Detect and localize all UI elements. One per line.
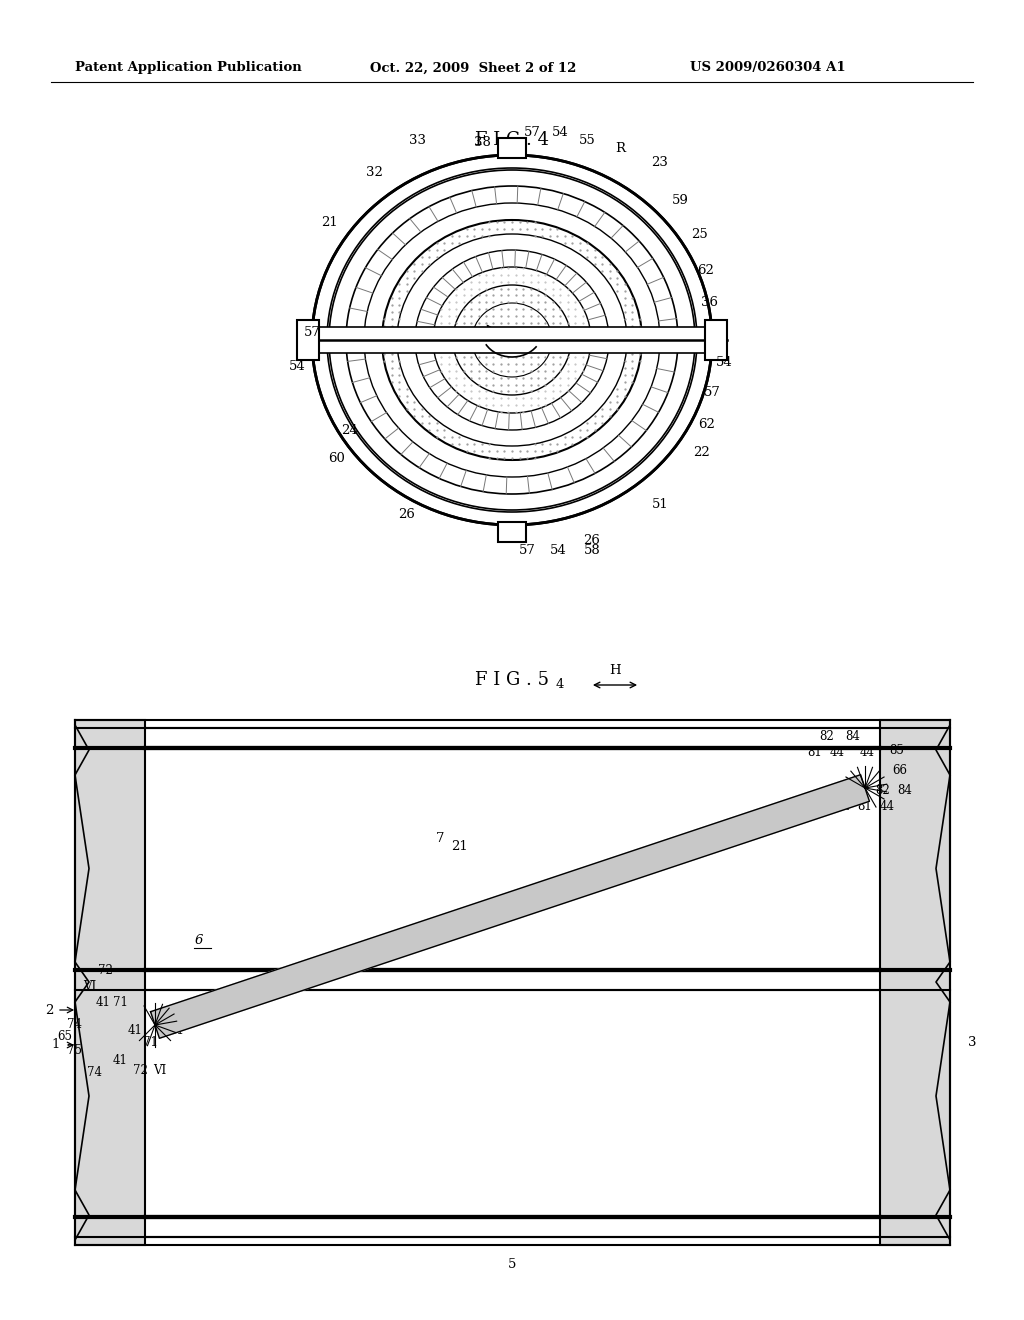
Text: 60: 60 — [329, 451, 345, 465]
Text: 81: 81 — [858, 800, 872, 813]
Text: 32: 32 — [836, 800, 851, 813]
Text: 81: 81 — [808, 747, 822, 759]
Text: F I G . 5: F I G . 5 — [475, 671, 549, 689]
Bar — [75, 719, 145, 1245]
Text: 41: 41 — [113, 1053, 127, 1067]
Polygon shape — [151, 775, 869, 1039]
Ellipse shape — [312, 154, 712, 525]
Text: 62: 62 — [698, 418, 716, 432]
Text: 6: 6 — [195, 933, 204, 946]
Text: 36: 36 — [701, 296, 719, 309]
Ellipse shape — [397, 234, 627, 446]
Text: 33: 33 — [409, 133, 426, 147]
Text: VI: VI — [83, 981, 96, 994]
Bar — [705, 319, 727, 360]
Text: 65: 65 — [57, 1031, 73, 1044]
Text: F I G . 4: F I G . 4 — [475, 131, 549, 149]
Ellipse shape — [433, 267, 591, 413]
Text: 74: 74 — [68, 1019, 83, 1031]
Text: 4: 4 — [556, 678, 564, 692]
Text: 22: 22 — [693, 446, 711, 458]
Bar — [498, 139, 526, 158]
Text: 21: 21 — [452, 840, 468, 853]
Text: R: R — [615, 141, 625, 154]
Text: 41: 41 — [128, 1023, 142, 1036]
Text: 82: 82 — [819, 730, 835, 742]
Text: 54: 54 — [716, 355, 732, 368]
Text: 7: 7 — [436, 832, 444, 845]
Bar — [880, 719, 950, 1245]
Text: 74: 74 — [87, 1067, 102, 1080]
Text: 3: 3 — [968, 1035, 977, 1048]
Text: 55: 55 — [579, 133, 595, 147]
Bar — [145, 719, 880, 1245]
Text: 51: 51 — [651, 499, 669, 511]
Text: 54: 54 — [550, 544, 566, 557]
Text: 71: 71 — [142, 1036, 158, 1049]
Ellipse shape — [364, 203, 660, 477]
Text: 41: 41 — [95, 997, 111, 1010]
Text: 71: 71 — [113, 997, 127, 1010]
Text: 26: 26 — [398, 508, 416, 521]
Text: X: X — [596, 870, 605, 883]
Text: 85: 85 — [890, 743, 904, 756]
Text: 44: 44 — [859, 747, 874, 759]
Text: H: H — [609, 664, 621, 677]
Text: 44: 44 — [829, 747, 845, 759]
Text: 51: 51 — [813, 800, 827, 813]
Text: 82: 82 — [876, 784, 891, 796]
Text: 5: 5 — [508, 1258, 516, 1271]
Bar — [297, 327, 727, 352]
Text: Patent Application Publication: Patent Application Publication — [75, 62, 302, 74]
Text: Oct. 22, 2009  Sheet 2 of 12: Oct. 22, 2009 Sheet 2 of 12 — [370, 62, 577, 74]
Text: 31: 31 — [170, 1023, 184, 1036]
Text: 26: 26 — [584, 533, 600, 546]
Text: 62: 62 — [697, 264, 715, 276]
Text: 57: 57 — [518, 544, 536, 557]
Text: 54: 54 — [289, 359, 305, 372]
Text: 66: 66 — [893, 763, 907, 776]
Text: 84: 84 — [898, 784, 912, 796]
Text: 57: 57 — [703, 385, 721, 399]
Text: 32: 32 — [366, 165, 382, 178]
Text: 21: 21 — [321, 215, 337, 228]
Text: 57: 57 — [523, 125, 541, 139]
Ellipse shape — [329, 170, 695, 510]
Text: 2: 2 — [45, 1003, 53, 1016]
Text: 57: 57 — [303, 326, 321, 338]
Bar — [297, 319, 319, 360]
Text: 25: 25 — [691, 228, 709, 242]
Text: 44: 44 — [880, 800, 895, 813]
Text: VI: VI — [154, 1064, 167, 1077]
Text: 75: 75 — [68, 1044, 83, 1057]
Text: 58: 58 — [584, 544, 600, 557]
Text: 38: 38 — [473, 136, 490, 149]
Text: 72: 72 — [97, 964, 113, 977]
Text: 24: 24 — [342, 424, 358, 437]
Ellipse shape — [472, 304, 552, 378]
Text: US 2009/0260304 A1: US 2009/0260304 A1 — [690, 62, 846, 74]
Text: 72: 72 — [132, 1064, 147, 1077]
Text: 54: 54 — [552, 125, 568, 139]
Text: 84: 84 — [846, 730, 860, 742]
Text: 1: 1 — [51, 1039, 60, 1052]
Text: 59: 59 — [672, 194, 688, 206]
Bar — [498, 521, 526, 543]
Text: 23: 23 — [651, 156, 669, 169]
